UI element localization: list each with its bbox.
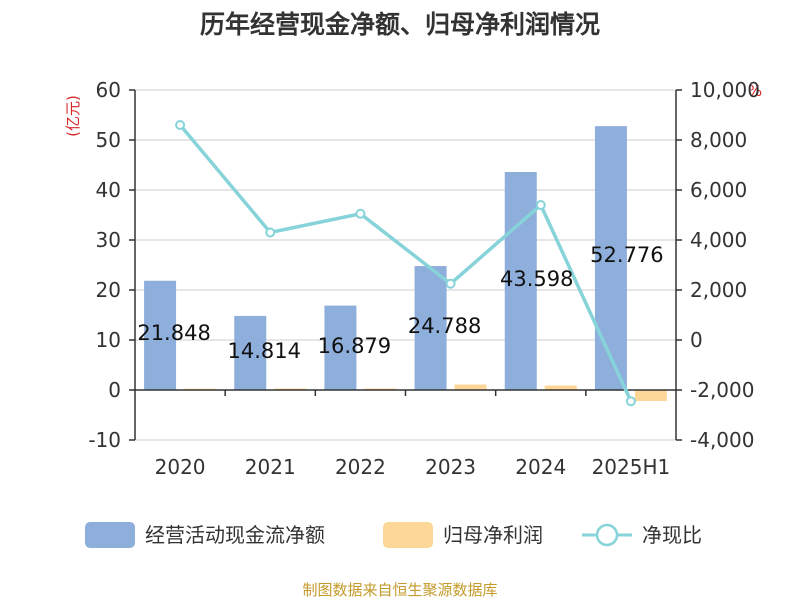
bars bbox=[144, 126, 667, 401]
ratio-line bbox=[175, 120, 636, 407]
right-tick-label: 4,000 bbox=[690, 228, 747, 252]
left-tick-label: 30 bbox=[96, 228, 121, 252]
right-tick-label: 6,000 bbox=[690, 178, 747, 202]
right-tick-label: -2,000 bbox=[690, 378, 754, 402]
data-label: 43.598 bbox=[500, 267, 573, 291]
legend-label: 净现比 bbox=[642, 523, 702, 547]
x-tick-label: 2025H1 bbox=[592, 455, 671, 479]
left-tick-label: 60 bbox=[96, 78, 121, 102]
right-tick-label: -4,000 bbox=[690, 428, 754, 452]
ratio-point bbox=[355, 208, 366, 219]
data-label: 16.879 bbox=[318, 334, 391, 358]
legend-label: 经营活动现金流净额 bbox=[145, 523, 325, 547]
cash-flow-bar bbox=[324, 305, 357, 390]
cash-flow-bar bbox=[234, 315, 267, 390]
ratio-point bbox=[535, 200, 546, 210]
legend-swatch-cash-flow bbox=[85, 522, 135, 548]
data-label: 21.848 bbox=[137, 321, 210, 345]
left-tick-label: 10 bbox=[96, 328, 121, 352]
net-profit-bar bbox=[454, 384, 487, 390]
right-axis-unit: % bbox=[748, 82, 762, 100]
data-label: 24.788 bbox=[408, 314, 481, 338]
cash-flow-bar bbox=[414, 266, 447, 390]
legend-swatch-ratio-point bbox=[595, 523, 619, 547]
data-label: 14.814 bbox=[228, 339, 301, 363]
cash-flow-bar bbox=[504, 172, 537, 390]
cash-flow-bar bbox=[144, 280, 177, 390]
net-profit-bar bbox=[544, 385, 577, 390]
left-tick-label: 20 bbox=[96, 278, 121, 302]
axes: 60 50 40 30 20 10 0 -10 10,000 8,000 6,000 4,000 2,0… bbox=[88, 78, 760, 479]
left-tick-label: 40 bbox=[96, 178, 121, 202]
x-tick-label: 2022 bbox=[335, 455, 386, 479]
legend: 经营活动现金流净额 归母净利润 净现比 bbox=[85, 522, 702, 548]
data-label: 52.776 bbox=[590, 243, 663, 267]
legend-label: 归母净利润 bbox=[443, 523, 543, 547]
x-tick-label: 2023 bbox=[425, 455, 476, 479]
chart-title: 历年经营现金净额、归母净利润情况 bbox=[200, 10, 600, 39]
ratio-line-path bbox=[178, 123, 633, 402]
right-tick-label: 10,000 bbox=[690, 78, 760, 102]
data-labels: 21.848 14.814 16.879 24.788 43.598 52.776 bbox=[137, 243, 663, 363]
x-tick-label: 2024 bbox=[515, 455, 566, 479]
x-tick-label: 2021 bbox=[245, 455, 296, 479]
right-tick-label: 8,000 bbox=[690, 128, 747, 152]
left-tick-label: 50 bbox=[96, 128, 121, 152]
right-tick-label: 0 bbox=[690, 328, 703, 352]
net-profit-bar bbox=[634, 390, 667, 401]
ratio-point bbox=[265, 227, 276, 238]
left-tick-label: 0 bbox=[108, 378, 121, 402]
ratio-point bbox=[625, 396, 636, 407]
left-axis-unit: (亿元) bbox=[64, 95, 82, 137]
ratio-point bbox=[445, 278, 456, 289]
ratio-point bbox=[175, 120, 186, 130]
right-tick-label: 2,000 bbox=[690, 278, 747, 302]
left-tick-label: -10 bbox=[88, 428, 121, 452]
legend-swatch-net-profit bbox=[383, 522, 433, 548]
source-note: 制图数据来自恒生聚源数据库 bbox=[302, 581, 497, 599]
x-tick-label: 2020 bbox=[155, 455, 206, 479]
cash-flow-bar bbox=[594, 126, 627, 391]
